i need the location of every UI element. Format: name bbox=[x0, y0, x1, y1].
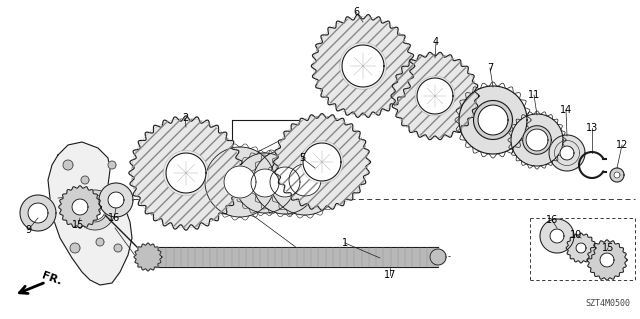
Text: 11: 11 bbox=[528, 90, 540, 100]
Polygon shape bbox=[342, 45, 384, 87]
Polygon shape bbox=[474, 100, 513, 139]
Polygon shape bbox=[560, 146, 574, 160]
Polygon shape bbox=[75, 190, 115, 230]
Polygon shape bbox=[550, 229, 564, 243]
Polygon shape bbox=[205, 147, 275, 217]
Polygon shape bbox=[312, 15, 415, 117]
Polygon shape bbox=[600, 253, 614, 267]
Polygon shape bbox=[59, 186, 101, 228]
Text: 16: 16 bbox=[108, 213, 120, 223]
Polygon shape bbox=[108, 161, 116, 169]
Polygon shape bbox=[96, 238, 104, 246]
Polygon shape bbox=[576, 243, 586, 253]
Polygon shape bbox=[391, 52, 479, 140]
Polygon shape bbox=[459, 86, 527, 154]
Polygon shape bbox=[303, 143, 341, 181]
Polygon shape bbox=[90, 205, 100, 215]
Polygon shape bbox=[70, 243, 80, 253]
Polygon shape bbox=[129, 116, 243, 230]
Text: FR.: FR. bbox=[40, 271, 63, 287]
Text: 6: 6 bbox=[353, 7, 359, 17]
Polygon shape bbox=[417, 78, 453, 114]
Polygon shape bbox=[566, 233, 596, 263]
Polygon shape bbox=[253, 150, 317, 214]
Polygon shape bbox=[83, 198, 107, 222]
Polygon shape bbox=[270, 145, 340, 215]
Polygon shape bbox=[72, 199, 88, 215]
Text: 5: 5 bbox=[299, 153, 305, 163]
Text: 2: 2 bbox=[182, 113, 188, 123]
Polygon shape bbox=[289, 164, 321, 196]
Polygon shape bbox=[20, 195, 56, 231]
Polygon shape bbox=[28, 203, 48, 223]
Polygon shape bbox=[587, 240, 627, 280]
Text: 10: 10 bbox=[570, 230, 582, 240]
Text: 12: 12 bbox=[616, 140, 628, 150]
Polygon shape bbox=[610, 168, 624, 182]
Text: SZT4M0500: SZT4M0500 bbox=[585, 299, 630, 308]
Polygon shape bbox=[108, 192, 124, 208]
Polygon shape bbox=[224, 166, 256, 198]
Polygon shape bbox=[540, 219, 574, 253]
Text: 15: 15 bbox=[72, 220, 84, 230]
Polygon shape bbox=[511, 114, 563, 166]
Polygon shape bbox=[166, 153, 206, 193]
Polygon shape bbox=[270, 167, 300, 197]
Polygon shape bbox=[235, 153, 295, 213]
Polygon shape bbox=[478, 105, 508, 135]
Polygon shape bbox=[614, 172, 620, 178]
Polygon shape bbox=[274, 114, 371, 211]
Text: 13: 13 bbox=[586, 123, 598, 133]
Text: 4: 4 bbox=[433, 37, 439, 47]
Text: 9: 9 bbox=[25, 225, 31, 235]
Polygon shape bbox=[81, 176, 89, 184]
Polygon shape bbox=[526, 129, 548, 151]
Polygon shape bbox=[85, 200, 105, 220]
Polygon shape bbox=[549, 135, 585, 171]
Polygon shape bbox=[63, 160, 73, 170]
Polygon shape bbox=[134, 243, 162, 271]
Polygon shape bbox=[99, 183, 133, 217]
Text: 1: 1 bbox=[342, 238, 348, 248]
Polygon shape bbox=[523, 126, 551, 154]
Text: 7: 7 bbox=[487, 63, 493, 73]
Polygon shape bbox=[251, 169, 279, 197]
Polygon shape bbox=[48, 142, 132, 285]
Text: 14: 14 bbox=[560, 105, 572, 115]
Polygon shape bbox=[430, 249, 446, 265]
Polygon shape bbox=[114, 244, 122, 252]
Text: 16: 16 bbox=[546, 215, 558, 225]
Text: 17: 17 bbox=[384, 270, 396, 280]
Text: 15: 15 bbox=[602, 243, 614, 253]
